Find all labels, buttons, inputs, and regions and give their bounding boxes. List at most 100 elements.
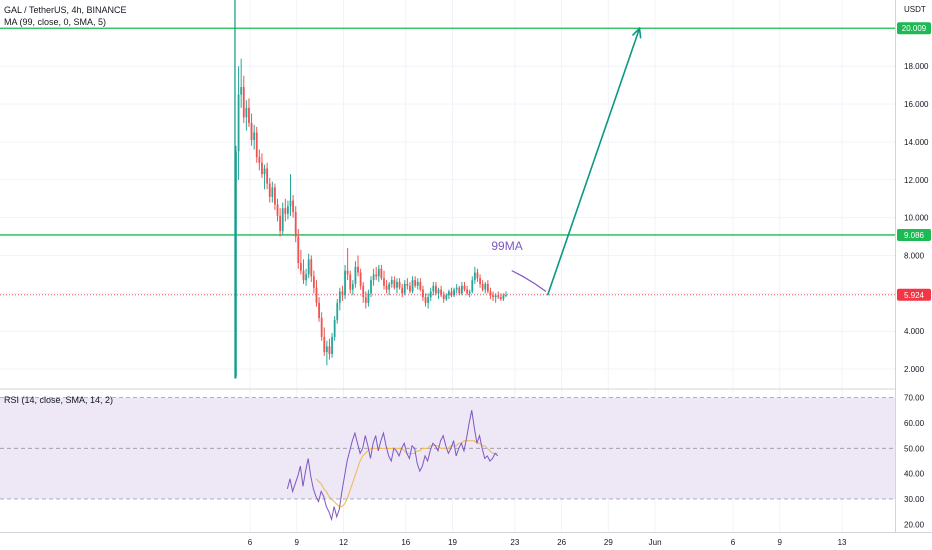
time-tick-label: 19: [448, 538, 457, 547]
candle-body: [416, 282, 419, 286]
price-tick-label: 12.000: [904, 176, 929, 185]
candle-body: [422, 289, 424, 298]
candle-body: [499, 297, 502, 300]
candle-body: [302, 270, 305, 281]
candle-body: [289, 200, 292, 207]
candle-body: [338, 291, 341, 303]
candle-body: [455, 287, 458, 290]
time-tick-label: 6: [248, 538, 253, 547]
candle-body: [297, 236, 300, 264]
candle-body: [268, 183, 271, 197]
candle-body: [403, 283, 406, 294]
current-price-label: 5.924: [904, 291, 925, 300]
candle-body: [307, 259, 310, 275]
current-price-badge: [897, 288, 931, 301]
rsi-legend: RSI (14, close, SMA, 14, 2): [4, 395, 114, 405]
candle-body: [245, 107, 248, 118]
candle-body: [435, 285, 437, 294]
candle-body: [271, 187, 274, 197]
candle-body: [367, 293, 370, 303]
time-tick-label: 6: [731, 538, 736, 547]
candle-body: [440, 289, 443, 296]
candle-body: [359, 272, 362, 286]
candle-body: [312, 276, 315, 288]
candle-body: [450, 291, 453, 296]
candle-body: [411, 280, 414, 292]
candle-body: [336, 302, 339, 320]
candle-body: [240, 87, 243, 95]
candle-body: [281, 208, 284, 231]
price-levels: [0, 27, 895, 296]
candle-body: [502, 295, 505, 300]
price-tick-label: 2.000: [904, 365, 925, 374]
candle-body: [362, 285, 365, 298]
candle-body: [429, 291, 432, 298]
candle-body: [237, 94, 240, 152]
candlestick-series: [235, 58, 507, 379]
ma-legend: MA (99, close, 0, SMA, 5): [4, 17, 107, 27]
candle-body: [377, 268, 380, 277]
time-tick-label: 9: [295, 538, 300, 547]
candle-body: [318, 302, 320, 318]
time-tick-label: 13: [838, 538, 847, 547]
candle-body: [263, 168, 266, 175]
candle-body: [460, 285, 463, 294]
candle-body: [383, 278, 385, 286]
symbol-legend: GAL / TetherUS, 4h, BINANCE: [4, 5, 127, 15]
candle-body: [437, 289, 440, 294]
candle-body: [258, 157, 261, 163]
rsi-tick-label: 30.00: [904, 495, 925, 504]
candle-body: [328, 346, 331, 354]
candle-body: [333, 319, 336, 337]
projection-arrow[interactable]: [546, 28, 641, 296]
candle-body: [458, 287, 461, 294]
candle-body: [390, 280, 393, 284]
time-tick-label: 12: [339, 538, 348, 547]
candle-body: [279, 215, 282, 231]
candle-body: [409, 285, 411, 292]
candle-body: [346, 270, 349, 275]
candle-body: [323, 336, 326, 353]
candle-body: [354, 266, 357, 284]
price-tick-label: 14.000: [904, 138, 929, 147]
candle-body: [299, 263, 302, 271]
rsi-tick-label: 60.00: [904, 419, 925, 428]
rsi-tick-label: 20.00: [904, 520, 925, 529]
candle-body: [398, 282, 401, 288]
candle-body: [388, 283, 391, 290]
candle-body: [401, 287, 404, 294]
candle-body: [453, 289, 456, 296]
candle-body: [370, 280, 372, 294]
time-tick-label: Jun: [649, 538, 662, 547]
candle-body: [341, 291, 344, 296]
candle-body: [276, 204, 279, 216]
candle-body: [255, 132, 258, 158]
candle-body: [393, 280, 396, 288]
candle-body: [284, 208, 287, 214]
price-tick-label: 4.000: [904, 327, 925, 336]
candle-body: [419, 282, 422, 290]
price-tick-label: 18.000: [904, 62, 929, 71]
candle-body: [235, 151, 237, 377]
grid: [0, 0, 895, 532]
candle-body: [287, 206, 289, 214]
rsi-tick-label: 50.00: [904, 444, 925, 453]
rsi-pane[interactable]: [0, 397, 895, 522]
candle-body: [344, 270, 346, 296]
candle-body: [310, 259, 313, 277]
ma-annotation-curve: [511, 270, 547, 292]
time-tick-label: 26: [557, 538, 566, 547]
candle-body: [364, 297, 367, 303]
candle-body: [476, 272, 479, 279]
candle-body: [481, 283, 484, 290]
rsi-line: [286, 410, 499, 522]
candle-body: [414, 280, 417, 286]
price-tick-label: 8.000: [904, 252, 925, 261]
price-tick-label: 16.000: [904, 100, 929, 109]
level-badge-label: 9.086: [904, 231, 925, 240]
ma-annotation-label: 99MA: [491, 239, 522, 253]
candle-body: [266, 168, 269, 184]
time-tick-label: 29: [604, 538, 613, 547]
price-pane[interactable]: 99MA: [0, 0, 895, 379]
